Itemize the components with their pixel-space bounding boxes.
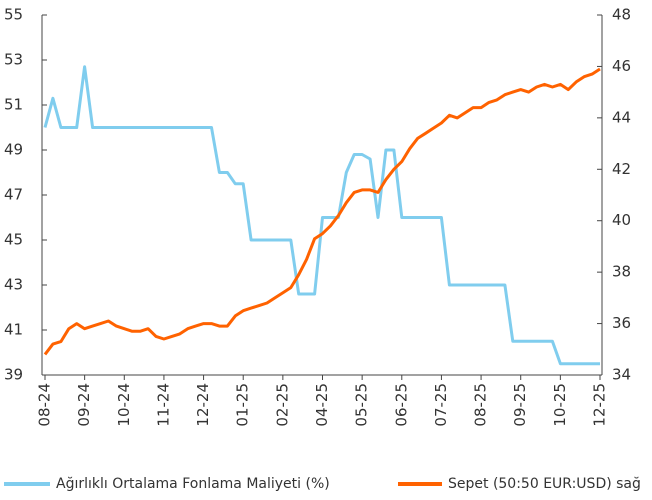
y2-tick-label: 36	[612, 314, 631, 332]
x-tick-label: 12-25	[591, 383, 609, 427]
x-tick-label: 06-25	[392, 383, 410, 427]
y-tick-label: 43	[4, 276, 23, 294]
x-tick-label: 10-24	[115, 383, 133, 427]
y2-tick-label: 46	[612, 57, 631, 75]
series-line	[43, 65, 600, 366]
y-tick-label: 39	[4, 366, 23, 384]
y2-tick-label: 48	[612, 6, 631, 24]
y-tick-label: 45	[4, 231, 23, 249]
y-tick-label: 41	[4, 321, 23, 339]
legend: Ağırlıklı Ortalama Fonlama Maliyeti (%) …	[4, 476, 641, 492]
x-tick-label: 09-24	[75, 383, 93, 427]
x-tick-label: 12-24	[194, 383, 212, 427]
x-tick-label: 02-25	[273, 383, 291, 427]
y2-tick-label: 40	[612, 211, 631, 229]
x-tick-label: 08-24	[36, 383, 54, 427]
x-tick-label: 10-25	[551, 383, 569, 427]
y-tick-label: 51	[4, 96, 23, 114]
legend-label: Sepet (50:50 EUR:USD) sağ	[448, 476, 641, 492]
legend-label: Ağırlıklı Ortalama Fonlama Maliyeti (%)	[56, 476, 330, 492]
x-tick-label: 01-25	[234, 383, 252, 427]
x-tick-label: 05-25	[353, 383, 371, 427]
x-tick-label: 08-25	[472, 383, 490, 427]
y-tick-label: 55	[4, 6, 23, 24]
series-line	[43, 67, 601, 356]
x-tick-label: 04-25	[313, 383, 331, 427]
y-tick-label: 47	[4, 186, 23, 204]
x-tick-label: 07-25	[432, 383, 450, 427]
y-tick-label: 49	[4, 141, 23, 159]
y2-tick-label: 34	[612, 366, 631, 384]
y-tick-label: 53	[4, 51, 23, 69]
x-tick-label: 09-25	[511, 383, 529, 427]
y2-tick-label: 42	[612, 160, 631, 178]
y2-tick-label: 44	[612, 108, 631, 126]
y2-tick-label: 38	[612, 263, 631, 281]
x-tick-label: 11-24	[154, 383, 172, 427]
